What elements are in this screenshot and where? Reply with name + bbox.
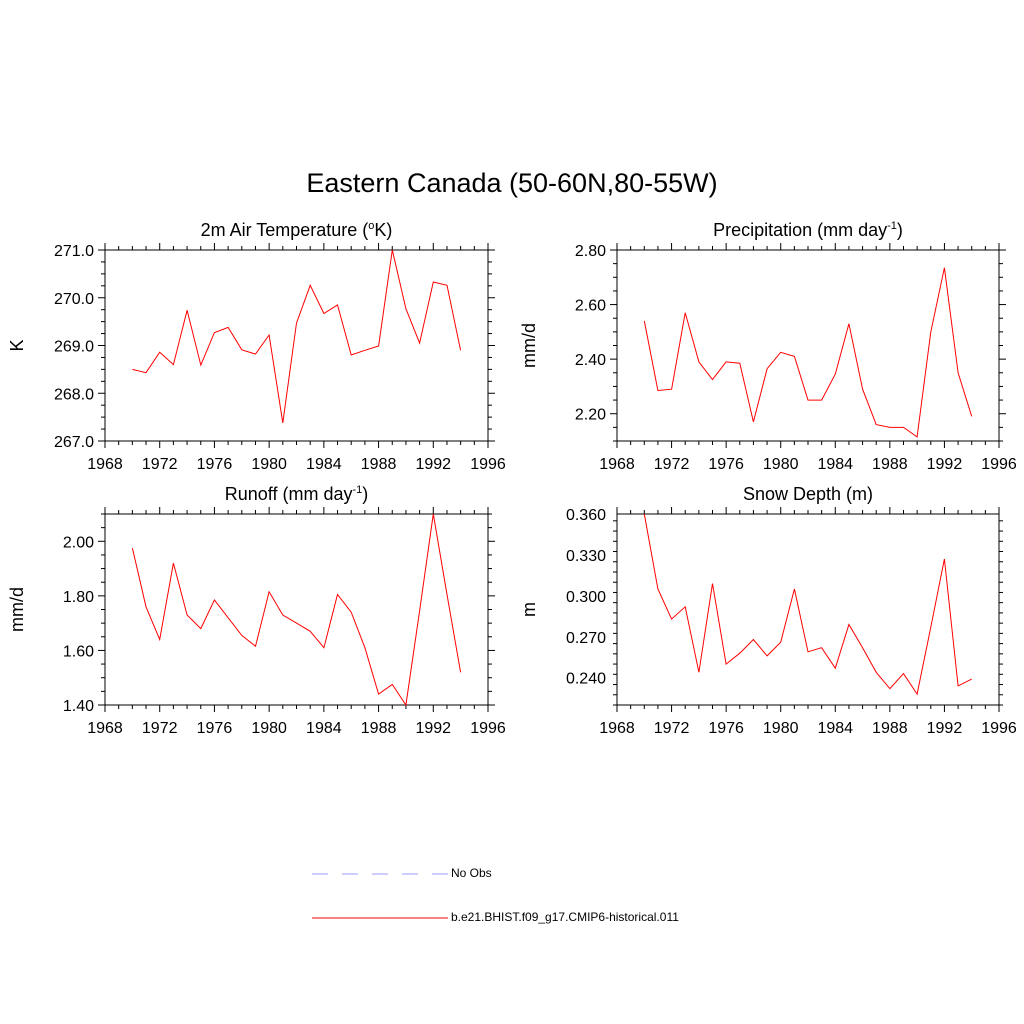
panel-title: Precipitation (mm day-1) [713,220,903,240]
panel-title: Runoff (mm day-1) [225,484,369,504]
x-tick-label: 1984 [817,720,853,737]
y-axis-label: mm/d [7,587,27,632]
y-tick-label: 2.60 [575,298,606,315]
series-line-0 [643,267,973,438]
series-line-0 [131,513,462,707]
series-line-0 [132,249,462,423]
y-tick-label: 270.0 [54,291,94,308]
x-tick-label: 1996 [981,720,1017,737]
y-tick-label: 0.330 [566,548,606,565]
panel-title: 2m Air Temperature (oK) [201,220,393,240]
x-tick-label: 1992 [415,720,451,737]
panel-title: Snow Depth (m) [743,484,873,504]
y-tick-label: 2.00 [63,534,94,551]
x-tick-label: 1980 [763,456,799,473]
y-tick-label: 271.0 [54,243,94,260]
x-tick-label: 1980 [251,456,287,473]
x-tick-label: 1984 [817,456,853,473]
x-tick-label: 1996 [981,456,1017,473]
y-axis-label: m [519,602,539,617]
x-tick-label: 1968 [599,456,635,473]
plot-frame [616,513,1000,706]
chart-panel-2: 1968 1972 1976 1980 1984 1988 1992 1996 1.40 1.60… [7,484,506,737]
x-tick-label: 1996 [470,456,506,473]
legend-label-model: b.e21.BHIST.f09_g17.CMIP6-historical.011 [451,910,679,924]
legend-swatch-model [312,917,448,919]
y-tick-label: 2.40 [575,352,606,369]
chart-panel-3: 1968 1972 1976 1980 1984 1988 1992 1996 0.240 0.2… [519,484,1017,737]
y-tick-label: 0.300 [566,589,606,606]
y-tick-label: 2.80 [575,243,606,260]
y-tick-label: 1.80 [63,589,94,606]
x-tick-label: 1968 [599,720,635,737]
x-tick-label: 1992 [927,720,963,737]
y-tick-label: 0.240 [566,671,606,688]
x-tick-label: 1976 [197,456,233,473]
x-tick-label: 1972 [654,720,690,737]
x-tick-label: 1968 [87,720,123,737]
x-tick-label: 1996 [470,720,506,737]
y-tick-label: 269.0 [54,339,94,356]
y-tick-label: 1.40 [63,698,94,715]
x-tick-label: 1980 [251,720,287,737]
plot-frame [104,249,489,442]
legend-label-no-obs: No Obs [451,866,492,880]
x-tick-label: 1968 [87,456,123,473]
x-tick-label: 1976 [708,456,744,473]
x-tick-label: 1992 [415,456,451,473]
y-tick-label: 268.0 [54,386,94,403]
x-tick-label: 1972 [654,456,690,473]
legend-swatch-no-obs [312,873,448,875]
x-tick-label: 1976 [708,720,744,737]
x-tick-label: 1972 [142,720,178,737]
x-tick-label: 1980 [763,720,799,737]
y-axis-label: K [7,339,27,351]
y-tick-label: 267.0 [54,434,94,451]
x-tick-label: 1988 [872,720,908,737]
x-tick-label: 1988 [872,456,908,473]
x-tick-label: 1984 [306,720,342,737]
x-tick-label: 1988 [361,720,397,737]
x-tick-label: 1976 [197,720,233,737]
series-line-0 [643,513,972,696]
x-tick-label: 1988 [361,456,397,473]
y-tick-label: 1.60 [63,643,94,660]
y-tick-label: 0.270 [566,630,606,647]
chart-panel-0: 1968 1972 1976 1980 1984 1988 1992 1996 267.0 268… [7,220,506,473]
y-tick-label: 2.20 [575,407,606,424]
figure-title: Eastern Canada (50-60N,80-55W) [306,168,718,198]
chart-panel-1: 1968 1972 1976 1980 1984 1988 1992 1996 2.20 2.40… [519,220,1017,473]
plot-frame [104,513,489,706]
x-tick-label: 1972 [142,456,178,473]
x-tick-label: 1984 [306,456,342,473]
y-axis-label: mm/d [519,323,539,368]
x-tick-label: 1992 [927,456,963,473]
y-tick-label: 0.360 [566,507,606,524]
